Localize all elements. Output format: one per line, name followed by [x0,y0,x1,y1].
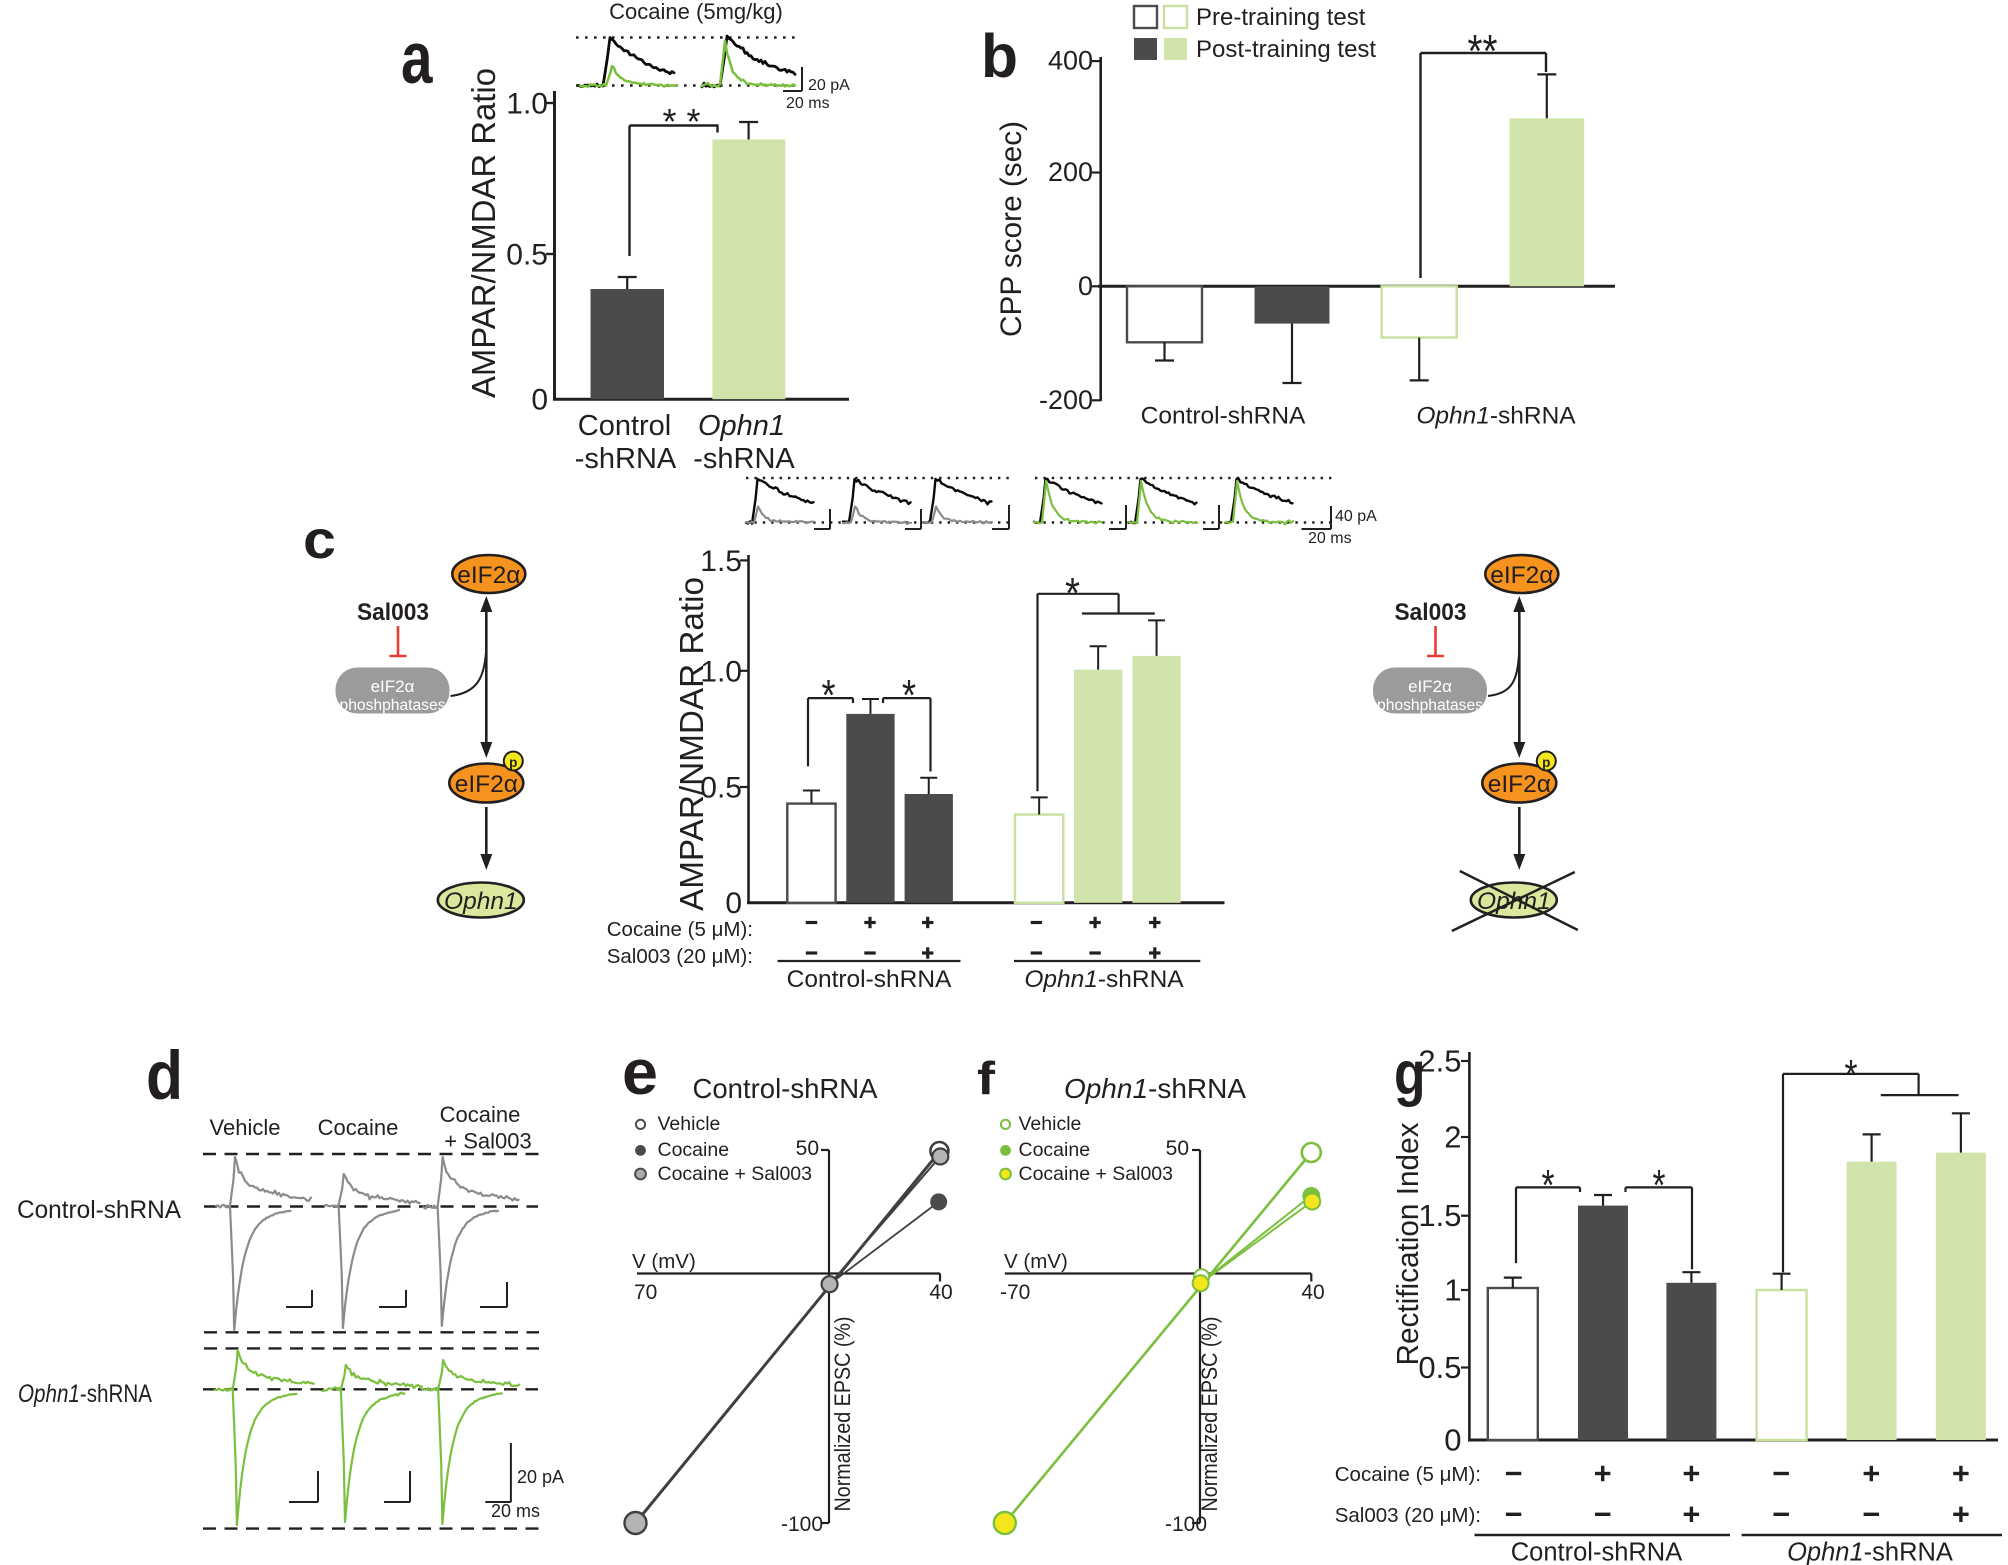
svg-text:1.5: 1.5 [1418,1198,1461,1233]
svg-text:1.0: 1.0 [506,88,548,121]
svg-text:*: * [1065,569,1080,618]
svg-text:Sal003: Sal003 [1395,599,1467,626]
svg-text:a: a [401,18,434,99]
svg-text:Ophn1-shRNA: Ophn1-shRNA [1787,1539,1953,1565]
svg-text:20 ms: 20 ms [786,95,830,112]
svg-text:Rectification Index: Rectification Index [1390,1122,1425,1365]
svg-text:V (mV): V (mV) [1004,1250,1068,1273]
svg-text:p: p [509,755,517,770]
svg-text:eIF2α: eIF2α [1490,562,1553,589]
svg-text:phoshphatases: phoshphatases [1377,697,1483,714]
svg-text:1.0: 1.0 [700,655,742,688]
svg-text:eIF2α: eIF2α [455,771,518,798]
svg-text:Vehicle: Vehicle [210,1115,281,1140]
svg-text:Control-shRNA: Control-shRNA [1511,1539,1682,1565]
svg-text:2.5: 2.5 [1418,1044,1461,1079]
svg-text:Cocaine + Sal003: Cocaine + Sal003 [1019,1163,1174,1185]
svg-text:40: 40 [1301,1281,1324,1304]
svg-text:eIF2α: eIF2α [457,562,520,589]
svg-text:20 pA: 20 pA [808,77,850,94]
svg-text:g: g [1394,1039,1426,1107]
svg-text:f: f [977,1052,996,1104]
svg-text:*: * [1653,1161,1666,1210]
svg-text:eIF2α: eIF2α [1488,771,1551,798]
svg-text:20 pA: 20 pA [517,1467,564,1487]
svg-text:Normalized EPSC (%): Normalized EPSC (%) [830,1317,855,1512]
svg-text:0: 0 [725,887,742,920]
svg-text:-shRNA: -shRNA [575,443,677,475]
svg-text:200: 200 [1048,157,1093,187]
svg-text:Vehicle: Vehicle [1019,1113,1082,1135]
svg-text:-100: -100 [1165,1513,1207,1536]
svg-text:Normalized EPSC (%): Normalized EPSC (%) [1197,1317,1222,1512]
svg-text:1.5: 1.5 [700,545,742,578]
svg-text:Control-shRNA: Control-shRNA [787,966,952,993]
svg-text:0: 0 [531,384,548,417]
svg-text:Cocaine (5mg/kg): Cocaine (5mg/kg) [609,0,783,24]
svg-text:50: 50 [796,1137,819,1160]
svg-text:V (mV): V (mV) [632,1250,696,1273]
svg-text:AMPAR/NMDAR Ratio: AMPAR/NMDAR Ratio [673,577,710,911]
svg-text:1: 1 [1444,1273,1461,1308]
svg-text:c: c [303,510,336,570]
svg-text:Ophn1-shRNA: Ophn1-shRNA [1064,1073,1246,1104]
svg-text:Ophn1: Ophn1 [444,888,518,915]
svg-text:Sal003: Sal003 [357,599,429,626]
svg-text:Cocaine (5 μM):: Cocaine (5 μM): [607,918,753,941]
svg-text:*: * [822,671,836,720]
svg-text:Cocaine: Cocaine [1019,1139,1091,1161]
svg-text:**: ** [1468,25,1498,77]
svg-text:-200: -200 [1039,385,1093,415]
svg-text:p: p [1542,755,1550,770]
svg-text:40: 40 [929,1281,952,1304]
svg-text:Cocaine: Cocaine [658,1139,730,1161]
svg-text:* *: * * [662,101,700,142]
svg-text:Control-shRNA: Control-shRNA [17,1196,181,1224]
svg-text:Cocaine (5 μM):: Cocaine (5 μM): [1335,1463,1481,1486]
svg-text:-shRNA: -shRNA [693,443,795,475]
svg-text:Cocaine: Cocaine [318,1115,399,1140]
svg-text:Control-shRNA: Control-shRNA [693,1073,879,1104]
svg-text:0.5: 0.5 [1418,1350,1461,1385]
svg-text:0.5: 0.5 [506,239,548,272]
svg-text:Control-shRNA: Control-shRNA [1141,403,1306,430]
svg-text:*: * [1542,1161,1555,1210]
svg-text:*: * [1845,1051,1858,1100]
svg-text:Sal003 (20 μM):: Sal003 (20 μM): [1335,1504,1481,1527]
svg-text:-100: -100 [781,1513,823,1536]
svg-text:400: 400 [1048,46,1093,76]
svg-text:b: b [981,22,1018,90]
svg-text:Control: Control [578,410,672,442]
svg-text:20 ms: 20 ms [491,1501,540,1521]
svg-text:Ophn1-shRNA: Ophn1-shRNA [1024,966,1184,993]
svg-text:+ Sal003: + Sal003 [444,1129,531,1154]
svg-text:Pre-training test: Pre-training test [1196,4,1366,31]
svg-text:Cocaine + Sal003: Cocaine + Sal003 [658,1163,813,1185]
svg-text:Ophn1-shRNA: Ophn1-shRNA [18,1380,152,1408]
svg-text:20 ms: 20 ms [1308,530,1352,547]
svg-text:Ophn1: Ophn1 [698,410,785,442]
svg-text:Cocaine: Cocaine [440,1102,521,1127]
svg-text:*: * [902,671,916,720]
svg-text:0.5: 0.5 [700,772,742,805]
svg-text:-70: -70 [1000,1281,1030,1304]
svg-text:0: 0 [1444,1423,1461,1458]
svg-text:70: 70 [634,1281,657,1304]
svg-text:e: e [622,1036,658,1108]
svg-text:40 pA: 40 pA [1335,508,1377,525]
svg-text:Vehicle: Vehicle [658,1113,721,1135]
svg-text:d: d [146,1037,183,1114]
svg-text:50: 50 [1166,1137,1189,1160]
svg-text:0: 0 [1078,271,1093,301]
svg-text:eIF2α: eIF2α [371,677,415,696]
svg-text:Post-training test: Post-training test [1196,36,1376,63]
svg-text:Sal003 (20 μM):: Sal003 (20 μM): [607,945,753,968]
svg-text:eIF2α: eIF2α [1408,677,1452,696]
svg-text:phoshphatases: phoshphatases [340,697,446,714]
svg-text:2: 2 [1444,1120,1461,1155]
svg-text:AMPAR/NMDAR Ratio: AMPAR/NMDAR Ratio [465,68,502,398]
svg-text:Ophn1-shRNA: Ophn1-shRNA [1416,403,1576,430]
svg-text:CPP score (sec): CPP score (sec) [995,121,1028,337]
